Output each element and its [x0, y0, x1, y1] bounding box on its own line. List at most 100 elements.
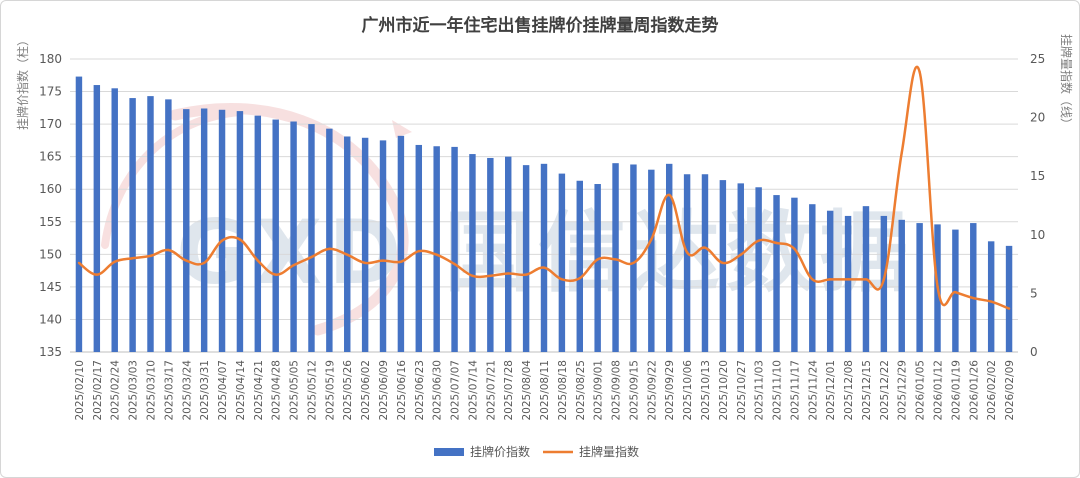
y-left-tick-label: 165 [39, 150, 62, 164]
line-point [560, 278, 564, 281]
x-tick-label: 2025/06/09 [378, 360, 390, 421]
line-point [453, 262, 456, 266]
line-point [256, 259, 260, 262]
bar [165, 99, 172, 352]
x-tick-label: 2025/12/29 [897, 360, 909, 421]
y-left-tick-label: 170 [39, 117, 62, 131]
bar [755, 187, 762, 352]
x-tick-label: 2025/12/22 [879, 360, 891, 421]
x-tick-label: 2025/05/19 [324, 360, 336, 421]
x-tick-label: 2025/09/22 [646, 360, 658, 421]
bar [397, 135, 405, 352]
line-point [936, 285, 939, 288]
x-tick-label: 2025/03/03 [128, 360, 140, 421]
y-right-tick-label: 10 [1030, 228, 1045, 242]
line-point [292, 264, 295, 267]
line-point [614, 258, 617, 261]
bar [773, 195, 780, 352]
x-tick-label: 2025/11/17 [789, 360, 801, 421]
x-tick-label: 2026/02/09 [1004, 360, 1016, 421]
x-tick-label: 2026/01/05 [915, 360, 927, 421]
bar [308, 124, 315, 352]
x-tick-label: 2026/01/12 [933, 360, 945, 421]
bar [93, 85, 101, 353]
line-point [471, 274, 474, 278]
line-point [757, 239, 760, 242]
line-point [167, 248, 170, 252]
line-point [954, 291, 957, 294]
bar [290, 121, 297, 352]
line-point [578, 276, 581, 280]
line-point [1007, 307, 1011, 310]
line-point [220, 239, 224, 242]
bar [326, 128, 333, 352]
x-tick-label: 2025/04/07 [217, 360, 229, 421]
x-tick-label: 2025/02/24 [110, 360, 122, 421]
x-tick-label: 2025/10/13 [700, 360, 712, 421]
line-point [238, 238, 242, 241]
x-tick-label: 2025/06/16 [396, 360, 408, 421]
x-tick-label: 2025/02/10 [74, 360, 86, 421]
line-point [328, 247, 331, 251]
bar [719, 180, 727, 352]
x-tick-label: 2025/07/07 [450, 360, 462, 421]
line-point [846, 278, 850, 281]
bar [916, 223, 923, 352]
x-tick-label: 2025/10/20 [718, 360, 730, 421]
line-point [435, 253, 438, 256]
bar [970, 223, 977, 352]
line-point [399, 260, 403, 263]
x-tick-label: 2025/08/04 [521, 360, 533, 421]
bar [791, 197, 798, 352]
bar [540, 163, 548, 352]
bar [236, 111, 244, 352]
line-point [524, 273, 528, 276]
y-left-axis-title: 挂牌价指数（柱） [15, 34, 30, 130]
x-tick-label: 2025/10/06 [682, 360, 694, 421]
line-point [632, 261, 635, 265]
bar [737, 183, 744, 352]
x-tick-label: 2025/06/23 [414, 360, 426, 421]
x-tick-label: 2025/08/18 [557, 360, 569, 421]
legend-label-bar: 挂牌价指数 [470, 444, 530, 459]
x-tick-label: 2025/11/24 [807, 360, 819, 421]
x-tick-label: 2025/04/14 [235, 360, 247, 421]
y-left-tick-label: 155 [39, 215, 62, 229]
line-point [95, 273, 99, 276]
x-tick-label: 2025/09/01 [593, 360, 605, 421]
line-point [489, 274, 492, 278]
x-tick-label: 2025/04/21 [253, 360, 265, 421]
x-tick-label: 2025/03/10 [145, 360, 157, 421]
bar [469, 154, 476, 352]
x-tick-label: 2025/06/02 [360, 360, 372, 421]
x-tick-label: 2025/08/25 [575, 360, 587, 421]
x-tick-label: 2025/04/28 [271, 360, 283, 421]
right-axis-ticks: 0 5 10 15 20 25 [1030, 52, 1045, 359]
bar [505, 156, 512, 352]
bar [648, 169, 655, 352]
line-point [77, 261, 81, 265]
bar [987, 241, 995, 352]
x-tick-label: 2025/07/28 [503, 360, 515, 421]
bar [272, 119, 279, 352]
line-point [793, 247, 796, 251]
x-tick-label: 2025/05/12 [306, 360, 318, 421]
line-point [900, 151, 903, 154]
x-tick-label: 2025/03/17 [163, 360, 175, 421]
x-tick-label: 2025/03/24 [181, 360, 193, 421]
line-point [542, 266, 546, 269]
x-tick-label: 2025/07/14 [467, 360, 479, 421]
bar [487, 157, 494, 352]
y-left-tick-label: 150 [39, 247, 62, 261]
bar [576, 180, 583, 352]
bar [361, 137, 369, 352]
x-tick-label: 2025/06/30 [432, 360, 444, 421]
line-point [989, 300, 993, 303]
bar [612, 163, 619, 352]
bar [558, 173, 566, 352]
x-tick-label: 2025/07/21 [485, 360, 497, 421]
x-tick-label: 2025/12/15 [861, 360, 873, 421]
left-axis-ticks: 135 140 145 150 155 160 165 170 175 180 [39, 52, 62, 359]
line-point [131, 257, 134, 260]
